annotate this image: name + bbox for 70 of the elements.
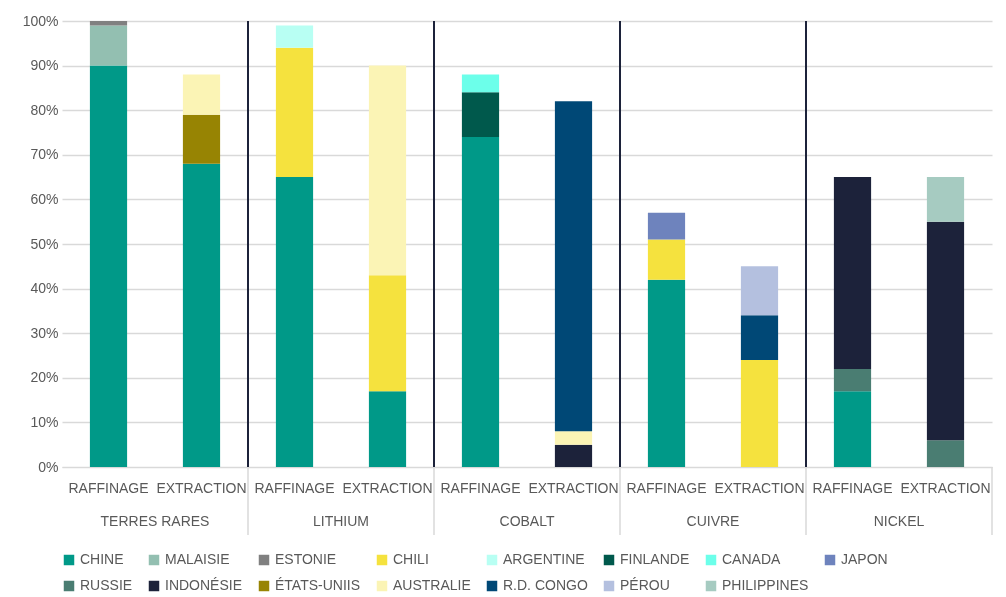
bar — [833, 391, 872, 467]
legend-label: CHILI — [393, 551, 429, 567]
bar — [368, 275, 407, 392]
bar — [182, 74, 221, 115]
bar — [740, 359, 779, 467]
bar — [89, 25, 128, 66]
y-tick-label: 0% — [38, 458, 59, 475]
text: COBALT — [499, 513, 555, 529]
legend-label: RUSSIE — [80, 577, 133, 593]
bar — [647, 279, 686, 467]
legend-label: ÉTATS-UNIIS — [275, 577, 361, 593]
legend-label: FINLANDE — [620, 551, 690, 567]
bar — [833, 177, 872, 369]
text: LITHIUM — [313, 513, 369, 529]
legend-label: PHILIPPINES — [722, 577, 809, 593]
x-tick-label: EXTRACTION — [714, 479, 805, 496]
bar — [275, 177, 314, 467]
bar — [647, 212, 686, 240]
bar — [740, 266, 779, 316]
y-tick-label: 20% — [30, 369, 59, 386]
bar — [461, 136, 500, 467]
y-tick-label: 50% — [30, 235, 59, 252]
bar — [554, 444, 593, 467]
legend-label: MALAISIE — [165, 551, 230, 567]
x-tick-label: RAFFINAGE — [68, 479, 149, 496]
x-tick-label: RAFFINAGE — [440, 479, 521, 496]
bar — [740, 315, 779, 360]
y-tick-label: 60% — [30, 190, 59, 207]
bar — [368, 65, 407, 276]
bar — [89, 65, 128, 467]
y-tick-label: 70% — [30, 146, 59, 163]
bar — [182, 114, 221, 164]
bar — [368, 391, 407, 467]
legend-label: INDONÉSIE — [165, 577, 243, 593]
legend-label: AUSTRALIE — [393, 577, 471, 593]
bar — [926, 440, 965, 467]
x-tick-label: EXTRACTION — [156, 479, 247, 496]
x-tick-label: EXTRACTION — [528, 479, 619, 496]
text: CUIVRE — [686, 513, 740, 529]
x-tick-label: RAFFINAGE — [254, 479, 335, 496]
x-tick-label: RAFFINAGE — [812, 479, 893, 496]
y-tick-label: 30% — [30, 324, 59, 341]
text: TERRES RARES — [100, 513, 210, 529]
bar — [926, 177, 965, 222]
y-tick-label: 100% — [22, 12, 59, 29]
x-tick-label: RAFFINAGE — [626, 479, 707, 496]
bar — [833, 368, 872, 392]
x-tick-label: EXTRACTION — [342, 479, 433, 496]
legend-label: ESTONIE — [275, 551, 337, 567]
x-tick-label: EXTRACTION — [900, 479, 991, 496]
y-tick-label: 10% — [30, 413, 59, 430]
bar — [461, 92, 500, 137]
legend-label: R.D. CONGO — [503, 577, 588, 593]
bar — [926, 221, 965, 441]
legend-label: CHINE — [80, 551, 124, 567]
text: NICKEL — [873, 513, 925, 529]
bar — [275, 25, 314, 48]
bar — [461, 74, 500, 93]
legend-label: CANADA — [722, 551, 782, 567]
bar — [182, 163, 221, 467]
legend-label: PÉROU — [620, 577, 670, 593]
bar — [275, 47, 314, 178]
bar — [647, 239, 686, 280]
y-tick-label: 40% — [30, 280, 59, 297]
bar — [554, 101, 593, 432]
bar — [554, 431, 593, 445]
y-tick-label: 80% — [30, 101, 59, 118]
y-tick-label: 90% — [30, 57, 59, 74]
legend-label: ARGENTINE — [503, 551, 585, 567]
legend-label: JAPON — [841, 551, 888, 567]
